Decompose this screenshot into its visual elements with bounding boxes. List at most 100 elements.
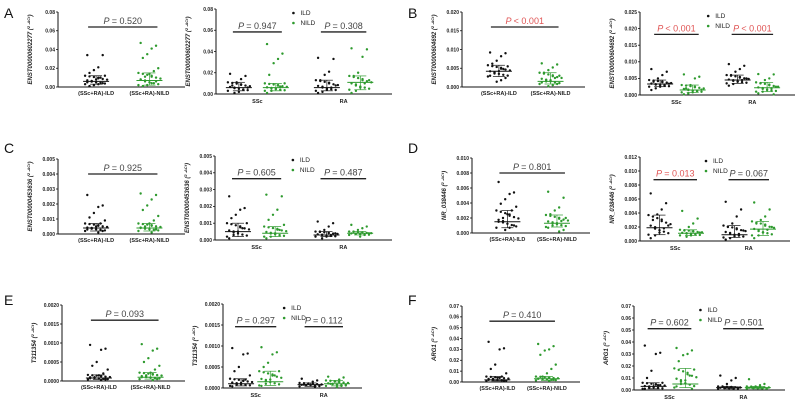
data-point bbox=[764, 224, 767, 227]
data-point bbox=[551, 83, 554, 87]
data-point bbox=[157, 214, 160, 218]
y-axis-close: ) bbox=[432, 327, 438, 330]
y-tick-label: 0.010 bbox=[624, 60, 637, 66]
data-point bbox=[302, 382, 306, 385]
y-axis-unit: 2 -ΔCt bbox=[30, 324, 35, 337]
data-point bbox=[367, 87, 371, 90]
legend-marker-nild bbox=[704, 169, 708, 173]
data-point bbox=[137, 83, 140, 87]
data-point bbox=[104, 378, 107, 381]
x-tick-label: SSc bbox=[252, 99, 262, 105]
p-value: < 0.001 bbox=[665, 23, 695, 33]
y-tick-label: 0.005 bbox=[624, 76, 637, 82]
legend-marker-nild bbox=[699, 318, 702, 322]
data-point bbox=[278, 233, 281, 237]
data-point bbox=[545, 372, 549, 375]
data-point bbox=[260, 346, 263, 349]
x-tick-label: RA bbox=[320, 393, 328, 399]
data-point bbox=[667, 84, 671, 88]
data-point bbox=[688, 374, 691, 377]
legend-label: NILD bbox=[300, 20, 315, 27]
data-point bbox=[557, 206, 561, 209]
data-point bbox=[678, 234, 682, 237]
y-tick-label: 0.0015 bbox=[44, 322, 60, 328]
data-point bbox=[539, 353, 542, 357]
data-point bbox=[504, 228, 507, 232]
data-point bbox=[731, 222, 734, 225]
data-point bbox=[92, 68, 96, 72]
data-point bbox=[758, 384, 762, 387]
combined-chart: 0.00 0.01 0.02 0.03 0.04 0.05 0.06 0.07 ARG1 (2 … bbox=[430, 304, 580, 392]
data-point bbox=[284, 230, 288, 233]
data-point bbox=[540, 62, 543, 65]
data-point bbox=[155, 347, 159, 350]
y-tick-label: 0.010 bbox=[446, 47, 459, 53]
data-point bbox=[155, 373, 159, 377]
data-point bbox=[696, 217, 699, 220]
data-point bbox=[681, 209, 684, 213]
data-point bbox=[725, 382, 729, 386]
data-point bbox=[150, 231, 153, 234]
data-point bbox=[667, 231, 670, 235]
x-tick-label: (SSc+RA)-NILD bbox=[129, 238, 169, 244]
data-point bbox=[327, 70, 331, 73]
data-point bbox=[239, 226, 242, 229]
data-point bbox=[499, 67, 503, 70]
data-point bbox=[664, 202, 668, 205]
data-point bbox=[725, 82, 728, 85]
y-axis-gene: T311354 ( bbox=[32, 335, 38, 363]
p-symbol: P bbox=[724, 318, 732, 328]
data-point bbox=[237, 378, 241, 382]
data-point bbox=[772, 73, 775, 76]
data-point bbox=[662, 230, 666, 233]
data-point bbox=[97, 205, 100, 209]
y-axis-close: ) bbox=[185, 163, 191, 166]
panel-label: C bbox=[4, 140, 14, 156]
data-point bbox=[489, 367, 492, 371]
data-point bbox=[361, 227, 364, 230]
y-axis-close: ) bbox=[610, 19, 616, 22]
data-point bbox=[692, 230, 695, 233]
data-point bbox=[745, 385, 749, 388]
data-point bbox=[314, 89, 318, 93]
y-tick-label: 0.006 bbox=[624, 197, 637, 203]
data-point bbox=[246, 352, 249, 355]
data-point bbox=[147, 372, 150, 375]
x-tick-label: (SSc+RA)-ILD bbox=[78, 238, 114, 244]
data-point bbox=[265, 91, 269, 95]
data-point bbox=[138, 377, 141, 381]
data-point bbox=[512, 224, 516, 227]
data-point bbox=[549, 214, 552, 218]
data-point bbox=[265, 42, 269, 46]
y-axis-label: ENST00000602277 (2 -ΔCt) bbox=[184, 17, 192, 87]
data-point bbox=[504, 52, 507, 55]
data-point bbox=[230, 216, 233, 220]
data-point bbox=[248, 85, 252, 88]
data-point bbox=[88, 71, 91, 75]
data-point bbox=[347, 230, 351, 233]
data-point bbox=[230, 223, 233, 226]
data-point bbox=[685, 235, 688, 238]
data-point bbox=[656, 77, 660, 80]
data-point bbox=[498, 348, 501, 351]
y-tick-label: 0.03 bbox=[449, 347, 459, 353]
data-point bbox=[157, 229, 160, 232]
data-point bbox=[147, 357, 150, 360]
data-point bbox=[547, 348, 551, 351]
data-point bbox=[647, 233, 650, 236]
y-tick-label: 0.020 bbox=[446, 10, 459, 16]
data-point bbox=[271, 353, 274, 356]
data-point bbox=[719, 374, 722, 377]
data-point bbox=[754, 81, 758, 84]
data-point bbox=[683, 229, 686, 232]
legend-label: ILD bbox=[713, 158, 723, 165]
data-point bbox=[692, 222, 695, 225]
data-point bbox=[553, 209, 556, 212]
data-point bbox=[506, 65, 509, 68]
data-point bbox=[336, 83, 340, 87]
p-value-label: P = 0.602 bbox=[650, 318, 688, 328]
data-point bbox=[153, 368, 157, 371]
data-point bbox=[659, 351, 662, 354]
data-point bbox=[86, 378, 90, 381]
data-point bbox=[318, 230, 322, 234]
